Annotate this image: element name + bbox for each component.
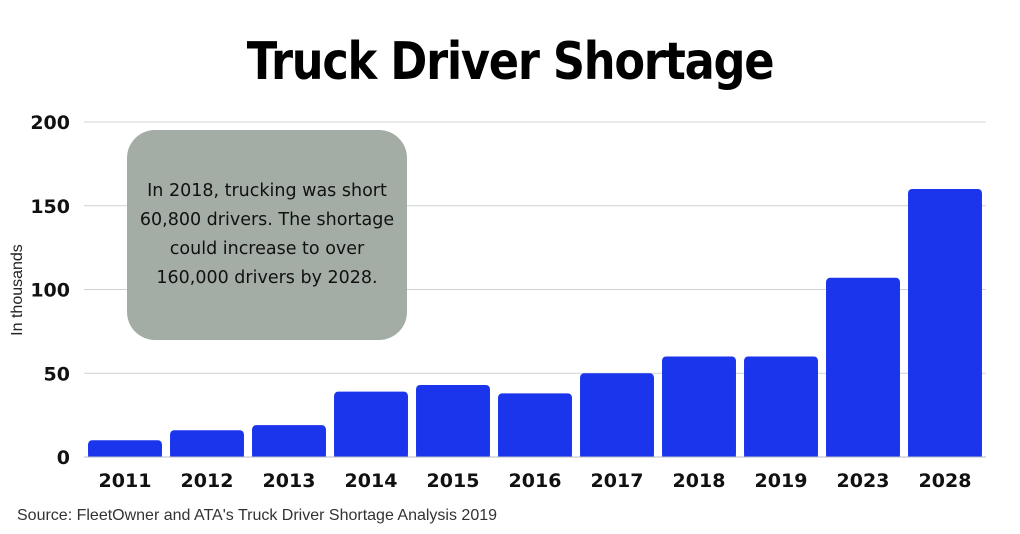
annotation-callout: In 2018, trucking was short 60,800 drive… (127, 130, 407, 340)
bar-base (334, 395, 408, 457)
bar-base (88, 444, 162, 457)
bar-base (744, 360, 818, 457)
chart-title: Truck Driver Shortage (246, 32, 775, 92)
source-note: Source: FleetOwner and ATA's Truck Drive… (17, 507, 498, 524)
bar-base (498, 397, 572, 457)
y-tick-label: 0 (57, 447, 70, 469)
x-tick-label: 2016 (509, 470, 562, 492)
x-tick-label: 2015 (427, 470, 480, 492)
x-tick-label: 2013 (263, 470, 316, 492)
y-tick-label: 100 (30, 280, 70, 302)
y-tick-label: 150 (30, 196, 70, 218)
x-tick-label: 2023 (837, 470, 890, 492)
bar-base (252, 429, 326, 457)
bar-base (170, 434, 244, 457)
bar-base (908, 193, 982, 457)
y-tick-label: 200 (30, 112, 70, 134)
x-tick-label: 2012 (181, 470, 234, 492)
bar-base (416, 388, 490, 457)
x-tick-label: 2018 (673, 470, 726, 492)
x-tick-label: 2028 (919, 470, 972, 492)
x-tick-label: 2019 (755, 470, 808, 492)
bar-base (580, 377, 654, 457)
x-tick-label: 2017 (591, 470, 644, 492)
x-tick-label: 2011 (99, 470, 152, 492)
y-tick-label: 50 (44, 363, 70, 385)
y-axis-label: In thousands (9, 244, 26, 336)
bar-base (662, 360, 736, 457)
x-tick-label: 2014 (345, 470, 398, 492)
bar-base (826, 281, 900, 457)
